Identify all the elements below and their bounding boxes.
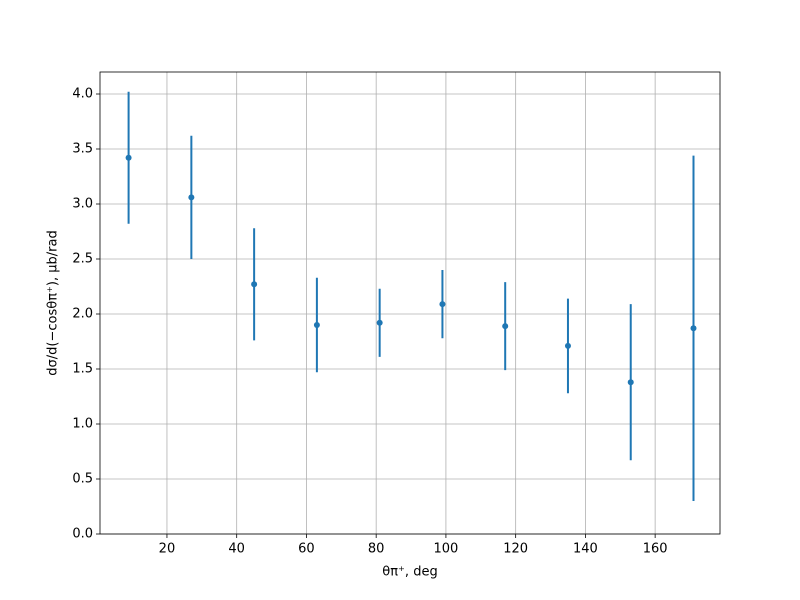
x-tick-label: 60 <box>298 542 315 557</box>
x-tick-label: 160 <box>643 542 668 557</box>
y-tick-label: 3.5 <box>72 142 93 157</box>
data-point <box>188 194 195 201</box>
y-tick-label: 0.5 <box>72 472 93 487</box>
x-tick-label: 40 <box>228 542 245 557</box>
data-point <box>251 281 258 288</box>
y-tick-label: 1.5 <box>72 362 93 377</box>
data-point <box>690 325 697 332</box>
data-point <box>502 323 509 330</box>
data-point <box>564 342 571 349</box>
x-tick-label: 120 <box>503 542 528 557</box>
data-point <box>627 379 634 386</box>
y-tick-label: 2.5 <box>72 252 93 267</box>
data-point <box>376 319 383 326</box>
data-point <box>125 154 132 161</box>
y-tick-label: 3.0 <box>72 197 93 212</box>
plot-frame <box>99 71 721 535</box>
y-tick-label: 2.0 <box>72 307 93 322</box>
data-point <box>439 301 446 308</box>
y-axis-label: dσ/d(−cosθπ⁺), μb/rad <box>46 230 61 375</box>
y-tick-label: 4.0 <box>72 87 93 102</box>
x-tick-label: 100 <box>434 542 459 557</box>
x-axis-label: θπ⁺, deg <box>382 565 437 580</box>
x-tick-label: 20 <box>159 542 176 557</box>
y-tick-label: 1.0 <box>72 417 93 432</box>
y-tick-label: 0.0 <box>72 527 93 542</box>
x-tick-label: 80 <box>368 542 385 557</box>
x-tick-label: 140 <box>573 542 598 557</box>
data-point <box>313 322 320 328</box>
